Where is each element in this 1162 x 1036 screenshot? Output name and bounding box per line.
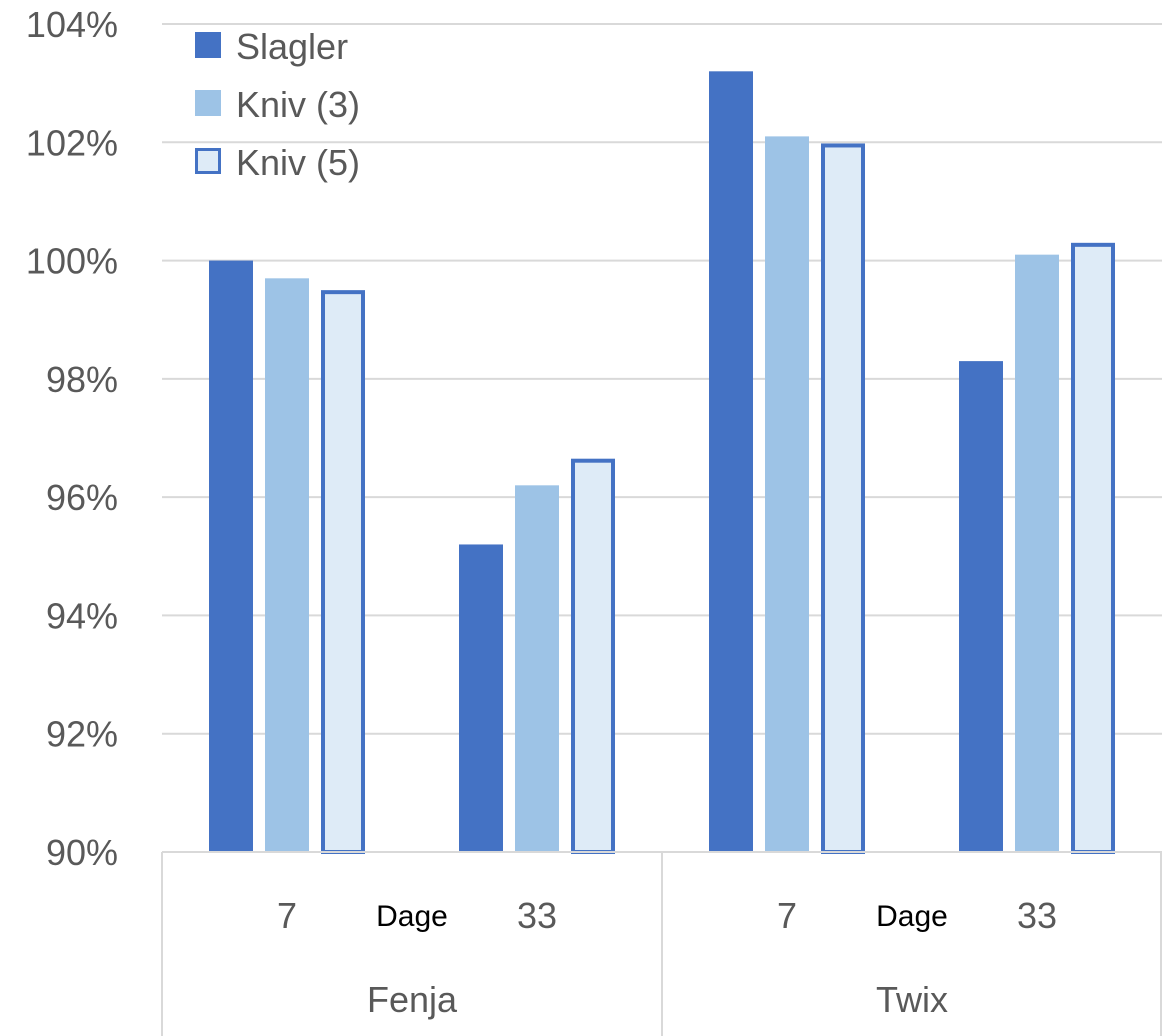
legend-label: Kniv (3) xyxy=(236,84,360,125)
bar xyxy=(959,361,1003,852)
legend-label: Slagler xyxy=(236,26,348,67)
y-tick-label: 104% xyxy=(26,4,118,45)
bar xyxy=(515,485,559,852)
bar xyxy=(209,260,253,853)
x-subaxis-label: Dage xyxy=(376,900,448,933)
y-tick-label: 100% xyxy=(26,241,118,282)
bar xyxy=(709,71,753,853)
y-tick-label: 102% xyxy=(26,122,118,163)
x-category-label: 7 xyxy=(777,895,797,936)
legend-label: Kniv (5) xyxy=(236,142,360,183)
bar xyxy=(765,136,809,852)
bar xyxy=(1015,254,1059,852)
bar xyxy=(459,544,503,852)
bar xyxy=(821,143,865,854)
x-subaxis-label: Dage xyxy=(876,900,948,933)
legend-swatch xyxy=(195,32,221,58)
x-category-label: 7 xyxy=(277,895,297,936)
x-group-label: Twix xyxy=(876,979,948,1020)
bar xyxy=(571,458,615,854)
y-tick-label: 96% xyxy=(46,477,118,518)
y-tick-label: 92% xyxy=(46,714,118,755)
x-category-label: 33 xyxy=(517,895,557,936)
bar xyxy=(1071,242,1115,855)
bar xyxy=(265,278,309,852)
x-axis: 7 33 Dage Fenja 7 33 Dage Twix xyxy=(161,851,1162,1036)
y-tick-label: 90% xyxy=(46,832,118,873)
x-category-label: 33 xyxy=(1017,895,1057,936)
legend-swatch xyxy=(195,90,221,116)
gridlines xyxy=(162,23,1162,735)
x-group-label: Fenja xyxy=(367,979,458,1020)
legend: Slagler Kniv (3) Kniv (5) xyxy=(195,26,360,183)
y-axis: 90% 92% 94% 96% 98% 100% 102% 104% xyxy=(26,4,118,873)
y-tick-label: 98% xyxy=(46,359,118,400)
bars xyxy=(209,71,1115,855)
legend-swatch xyxy=(195,148,221,174)
bar xyxy=(321,290,365,854)
y-tick-label: 94% xyxy=(46,595,118,636)
